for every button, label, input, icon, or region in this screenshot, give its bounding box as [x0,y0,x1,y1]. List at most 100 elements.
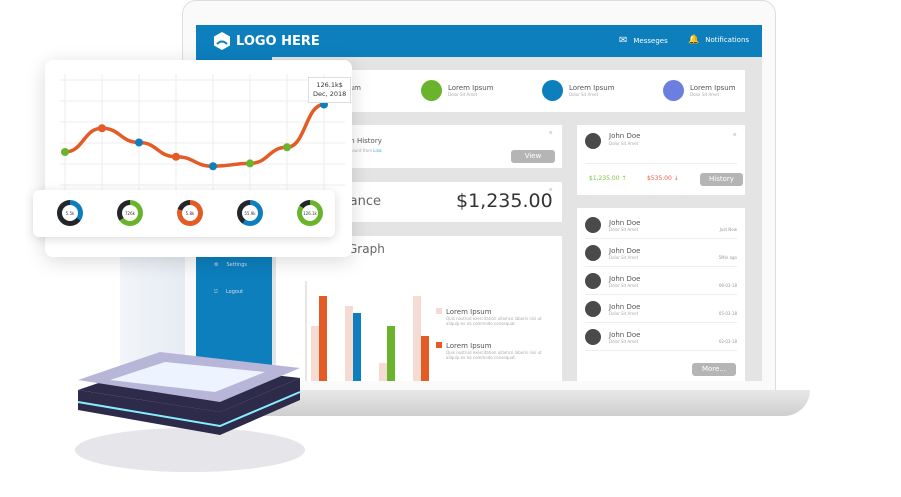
contact-time: 02-03-18 [718,339,737,344]
messages-link[interactable]: ✉ Messeges [619,35,668,46]
list-item[interactable]: John Doe Dolor Sit Amet Just Now [585,212,737,239]
bar [353,313,361,381]
data-point [209,162,217,171]
contact-list: More... John Doe Dolor Sit Amet Just Now Jo… [577,208,745,381]
arrow-down-icon: ↓ [673,175,679,182]
card-title: on History [346,137,382,145]
graph-title: Graph [348,242,385,256]
list-item[interactable]: John Doe Dolor Sit Amet 05-03-18 [585,296,737,323]
contact-sub: Dolor Sit Amet [609,254,639,260]
series-line [64,102,325,169]
lina-link[interactable]: Lina [373,148,382,153]
donut-chart: 726k [117,200,143,226]
dashboard-screen: LOGO HERE ✉ Messeges 🔔 Notifications ⚙ Sett… [196,25,762,381]
stat-dot [663,80,684,101]
donut-chart: 55.9k [237,200,263,226]
stat-title: Lorem Ipsum [448,84,494,92]
donut-chart: 126.1k [297,200,323,226]
data-point [61,148,69,156]
gear-icon[interactable]: ⚙ [549,187,553,192]
avatar [585,301,601,317]
notifications-label: Notifications [705,36,750,44]
more-button[interactable]: More... [692,363,736,376]
stat-sub: Dolor Sit Amet [448,92,478,97]
line-chart [60,74,345,190]
contact-name: John Doe [609,330,641,339]
stat-title-partial: sum [346,84,361,92]
stat-title: Lorem Ipsum [569,84,615,92]
notifications-link[interactable]: 🔔 Notifications [688,35,749,45]
donut-label: 5.8k [182,205,198,221]
expense-value: $535.00 [647,175,672,182]
messages-label: Messeges [633,36,668,45]
list-item[interactable]: John Doe Dolor Sit Amet 5Min ago [585,240,737,267]
logo-text: LOGO HERE [236,33,320,49]
contact-sub: Dolor Sit Amet [609,310,639,316]
donut-label: 5.5k [62,205,78,221]
stat-sub: Dolor Sit Amet [569,92,599,97]
stat-item: Lorem Ipsum Dolor Sit Amet [421,80,494,101]
contact-time: Just Now [719,227,737,232]
mail-icon: ✉ [619,35,628,46]
stat-dot [421,80,442,101]
sidebar-item-label: Logout [225,289,244,295]
legend-label: Lorem Ipsum [446,308,492,316]
legend-text: Quis nostrud exercitation ullamco labori… [446,316,542,326]
sidebar-item-settings[interactable]: ⚙ Settings [214,262,247,268]
bar [345,306,353,381]
bar-chart [305,281,429,381]
balance-value: $1,235.00 [456,190,553,212]
bar [379,363,387,381]
data-point [135,138,143,147]
pedestal-graphic [75,352,305,472]
chart-tooltip: 126.1k$ Dec, 2018 [308,77,352,103]
donut-label: 126.1k [302,205,318,221]
graph-card: Graph Lorem Ipsum Quis nostrud exercitati… [276,236,562,381]
tooltip-date: Dec, 2018 [313,90,347,98]
contact-sub: Dolor Sit Amet [609,226,639,232]
contact-time: 5Min ago [718,255,737,260]
stat-sub: Dolor Sit Amet [690,92,720,97]
top-header: LOGO HERE ✉ Messeges 🔔 Notifications [196,25,762,57]
logo[interactable]: LOGO HERE [212,31,320,51]
avatar [585,273,601,289]
legend-text: Quis nostrud exercitation ullamco labori… [446,350,542,360]
profile-name: John Doe [609,132,641,140]
legend-label: Lorem Ipsum [446,342,492,350]
donut-chart: 5.5k [57,200,83,226]
list-item[interactable]: John Doe Dolor Sit Amet 02-03-18 [585,324,737,351]
donut-label: 55.9k [242,205,258,221]
legend-swatch [436,342,442,348]
logo-icon [214,32,230,50]
contact-name: John Doe [609,302,641,311]
stat-dot [542,80,563,101]
decor-panel [120,257,185,367]
gear-icon[interactable]: ⚙ [733,132,737,137]
arrow-up-icon: ↑ [621,175,627,182]
stat-title: Lorem Ipsum [690,84,736,92]
data-point [172,152,180,161]
gear-icon[interactable]: ⚙ [549,130,553,135]
history-button[interactable]: History [700,173,743,186]
contact-sub: Dolor Sit Amet [609,282,639,288]
data-point [98,124,106,133]
list-item[interactable]: John Doe Dolor Sit Amet 08-03-18 [585,268,737,295]
legend-item: Lorem Ipsum Quis nostrud exercitation ull… [436,308,546,326]
contact-name: John Doe [609,274,641,283]
sidebar-item-label: Settings [226,262,247,268]
data-point [283,143,291,152]
avatar [585,133,601,149]
gear-icon: ⚙ [214,262,219,268]
stat-item: Lorem Ipsum Dolor Sit Amet [663,80,736,101]
legend-swatch [436,308,442,314]
sidebar-item-logout[interactable]: ⎋ Logout [214,289,243,295]
contact-sub: Dolor Sit Amet [609,338,639,344]
view-button[interactable]: View [511,150,555,163]
avatar [585,329,601,345]
bar [387,326,395,381]
donut-label: 726k [122,205,138,221]
avatar [585,245,601,261]
balance-label: lance [346,194,381,209]
bar [413,296,421,381]
contact-name: John Doe [609,246,641,255]
